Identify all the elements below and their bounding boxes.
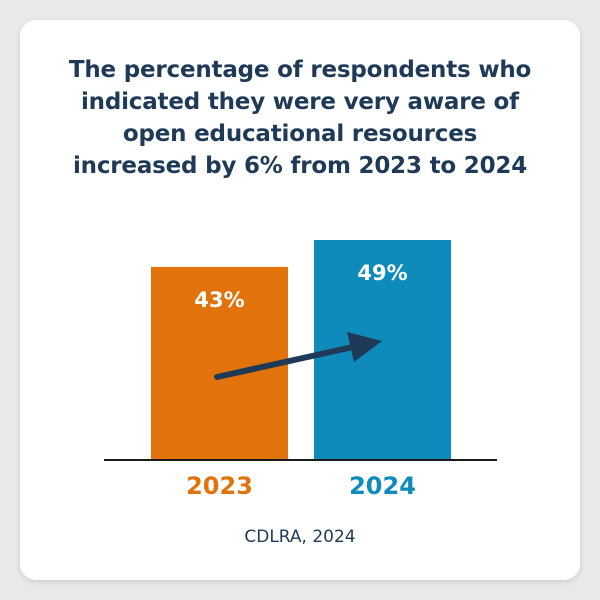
trend-arrow-icon — [214, 332, 382, 380]
source-citation: CDLRA, 2024 — [244, 527, 356, 547]
infographic-card: The percentage of respondents who indica… — [20, 20, 580, 580]
value-label-2024: 49% — [357, 261, 407, 285]
chart-title-line-4: increased by 6% from 2023 to 2024 — [73, 153, 527, 179]
value-label-2023: 43% — [194, 288, 244, 312]
bar-chart: 43% 49% 2023 2024 — [104, 240, 497, 500]
chart-title-line-1: The percentage of respondents who — [68, 57, 532, 83]
chart-title-line-2: indicated they were very aware of — [81, 89, 519, 115]
chart-title-line-3: open educational resources — [122, 121, 478, 147]
category-label-2023: 2023 — [186, 472, 253, 500]
category-label-2024: 2024 — [349, 472, 416, 500]
chart-title: The percentage of respondents who indica… — [20, 54, 580, 182]
